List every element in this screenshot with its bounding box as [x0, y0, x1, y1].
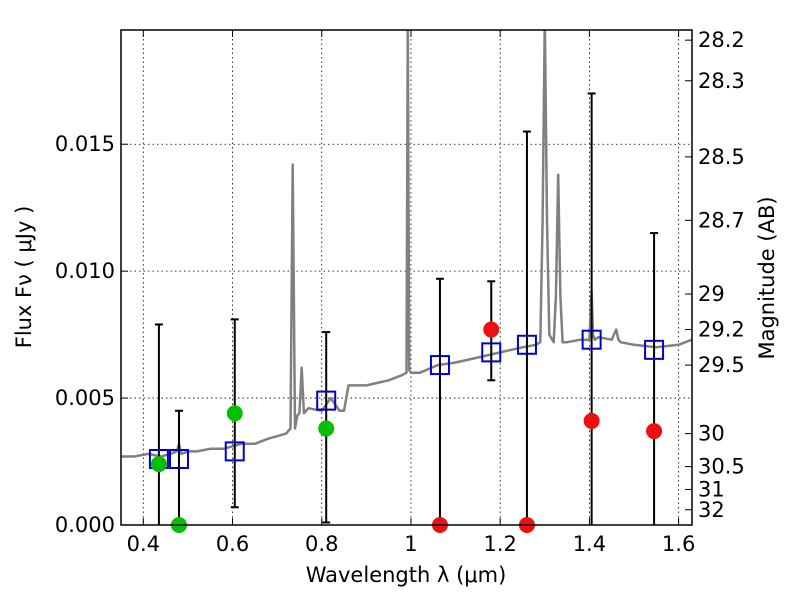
- observed-flux-point: [483, 321, 500, 338]
- y-tick-label: 0.000: [55, 513, 115, 537]
- model-photometry-square: [168, 449, 189, 469]
- x-tick-label: 1.4: [573, 532, 606, 556]
- model-photometry-square: [224, 441, 245, 462]
- model-photometry-square: [581, 329, 602, 350]
- x-tick-label: 1: [404, 532, 417, 556]
- observed-flux-point: [226, 405, 243, 422]
- magnitude-tick-label: 28.2: [698, 28, 745, 52]
- magnitude-tick-label: 32: [698, 498, 725, 522]
- y-axis-title: Flux Fν ( μJy ): [12, 206, 36, 349]
- x-axis-title: Wavelength λ (μm): [306, 563, 507, 587]
- model-spectrum-line: [121, 30, 692, 458]
- observed-flux-point: [646, 423, 663, 440]
- plot-frame: [120, 29, 693, 526]
- magnitude-tick-label: 28.7: [698, 208, 745, 232]
- x-tick-label: 0.8: [305, 532, 338, 556]
- model-photometry-square: [481, 342, 502, 363]
- x-axis-ticks: 0.4 0.6 0.8 1 1.2 1.4 1.6: [127, 30, 695, 556]
- magnitude-tick-label: 30.5: [698, 455, 745, 479]
- observed-flux-point: [150, 456, 167, 473]
- x-tick-label: 0.6: [216, 532, 249, 556]
- model-photometry-square: [429, 355, 450, 376]
- model-photometry-square: [644, 339, 665, 360]
- y-axis-ticks: 0.000 0.005 0.010 0.015: [55, 132, 128, 537]
- magnitude-tick-label: 31: [698, 477, 725, 501]
- y-tick-label: 0.015: [55, 132, 115, 156]
- right-axis-title: Magnitude (AB): [755, 196, 779, 359]
- y-tick-label: 0.010: [55, 259, 115, 283]
- magnitude-tick-label: 30: [698, 422, 725, 446]
- magnitude-tick-label: 28.3: [698, 69, 745, 93]
- y-tick-label: 0.005: [55, 386, 115, 410]
- model-photometry-square: [516, 334, 537, 355]
- x-tick-label: 1.6: [662, 532, 695, 556]
- observed-flux-point: [318, 420, 335, 437]
- x-tick-label: 1.2: [483, 532, 516, 556]
- grid-lines: [121, 30, 692, 526]
- observed-flux-point: [583, 412, 600, 429]
- model-photometry-square: [316, 390, 337, 411]
- x-tick-label: 0.4: [127, 532, 160, 556]
- magnitude-tick-label: 29: [698, 282, 725, 306]
- spectrum-layer: [121, 30, 692, 458]
- magnitude-tick-label: 28.5: [698, 145, 745, 169]
- magnitude-tick-label: 29.5: [698, 353, 745, 377]
- magnitude-tick-label: 29.2: [698, 318, 745, 342]
